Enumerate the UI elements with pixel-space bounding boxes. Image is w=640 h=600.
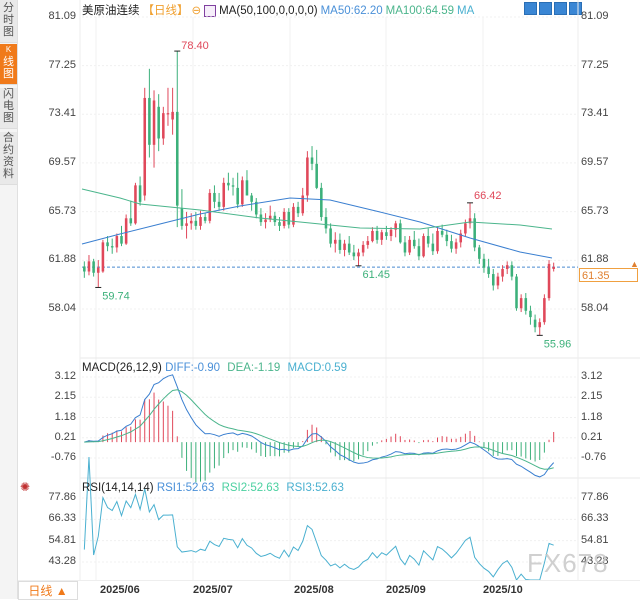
axis-label: 1.18	[54, 410, 76, 423]
axis-label: 81.09	[581, 10, 609, 22]
crosshair-icon[interactable]	[524, 2, 537, 15]
macd-label: MACD(26,12,9)	[82, 362, 162, 374]
axis-label: -0.76	[581, 451, 607, 463]
ma-params[interactable]: MA(50,100,0,0,0,0)	[219, 5, 318, 17]
sidebar: 分时图 K 线图 闪电图 合约资料	[0, 0, 18, 599]
rsi2-value: RSI2:52.63	[221, 482, 280, 494]
x-label: 2025/07	[193, 584, 233, 596]
rsi3-value: RSI3:52.63	[286, 482, 344, 494]
axis-label: 0.21	[54, 430, 76, 443]
axis-label: 77.86	[48, 491, 76, 503]
ma100-value: MA100:64.59	[385, 5, 455, 17]
axis-label: 61.88	[48, 253, 76, 266]
axis-label: 73.41	[48, 107, 76, 120]
toolbar	[524, 2, 584, 15]
svg-text:66.42: 66.42	[474, 190, 502, 202]
x-label: 2025/06	[100, 584, 140, 596]
chart-header: 美原油连续 【日线】 ⊖ MA(50,100,0,0,0,0) MA50:62.20 MA…	[82, 2, 477, 17]
macd-value: MACD:0.59	[287, 362, 347, 374]
axis-label: 43.28	[48, 555, 76, 567]
axis-label: 43.28	[581, 555, 609, 567]
axis-label: 65.73	[581, 204, 609, 217]
axis-label: 1.18	[581, 410, 603, 423]
last-price-arrow-icon: ▲	[630, 259, 639, 269]
svg-text:61.45: 61.45	[363, 269, 391, 281]
instrument-name: 美原油连续	[82, 5, 140, 17]
period-label: 【日线】	[142, 5, 189, 17]
svg-text:59.74: 59.74	[102, 290, 130, 302]
axis-label: 73.41	[581, 107, 609, 120]
settings-icon[interactable]: ⊖	[191, 5, 202, 17]
axis-label: 58.04	[581, 302, 609, 314]
rsi1-value: RSI1:52.63	[156, 482, 215, 494]
x-label: 2025/10	[483, 584, 523, 596]
axis-label: 61.88	[581, 253, 609, 266]
last-price-tag: 61.35	[579, 268, 638, 282]
axis-label: 54.81	[581, 533, 609, 546]
period-select[interactable]: 日线 ▲	[18, 581, 78, 600]
ma50-value: MA50:62.20	[320, 5, 383, 17]
exit-icon[interactable]	[569, 2, 582, 15]
axis-label: 77.25	[48, 58, 76, 71]
axis-label: -0.76	[50, 451, 76, 463]
x-label: 2025/09	[386, 584, 426, 596]
watermark: FX678	[527, 548, 609, 578]
axis-label: 54.81	[48, 533, 76, 546]
ma-toggle-icon[interactable]	[204, 4, 217, 17]
chart-icon[interactable]	[539, 2, 552, 15]
axis-label: 3.12	[581, 370, 603, 382]
axis-label: 2.15	[581, 390, 603, 403]
rsi-header: RSI(14,14,14) RSI1:52.63 RSI2:52.63 RSI3…	[82, 482, 344, 494]
ma-extra: MA	[457, 5, 475, 17]
svg-text:78.40: 78.40	[181, 40, 209, 52]
svg-text:55.96: 55.96	[544, 338, 572, 350]
tab-flash-chart[interactable]: 闪电图	[0, 88, 17, 129]
draw-icon[interactable]	[554, 2, 567, 15]
tab-time-chart[interactable]: 分时图	[0, 0, 17, 43]
axis-label: 77.86	[581, 491, 609, 503]
x-label: 2025/08	[294, 584, 334, 596]
rsi-label: RSI(14,14,14)	[82, 482, 154, 494]
time-axis: 日线 ▲ 2025/06 2025/07 2025/08 2025/09 202…	[18, 580, 640, 600]
axis-label: 77.25	[581, 58, 609, 71]
axis-label: 69.57	[48, 155, 76, 168]
axis-label: 58.04	[48, 302, 76, 314]
macd-dea: DEA:-1.19	[227, 362, 281, 374]
axis-label: 66.33	[581, 512, 609, 525]
axis-label: 66.33	[48, 512, 76, 525]
axis-label: 69.57	[581, 155, 609, 168]
axis-label: 81.09	[48, 10, 76, 22]
tab-contract-info[interactable]: 合约资料	[0, 132, 17, 185]
tab-k-line[interactable]: K 线图	[0, 44, 17, 85]
macd-diff: DIFF:-0.90	[165, 362, 221, 374]
indicator-settings-icon[interactable]: ✺	[20, 480, 31, 494]
axis-label: 2.15	[54, 390, 76, 403]
axis-label: 65.73	[48, 204, 76, 217]
macd-header: MACD(26,12,9) DIFF:-0.90 DEA:-1.19 MACD:…	[82, 362, 347, 374]
axis-label: 3.12	[54, 370, 76, 382]
axis-label: 0.21	[581, 430, 603, 443]
